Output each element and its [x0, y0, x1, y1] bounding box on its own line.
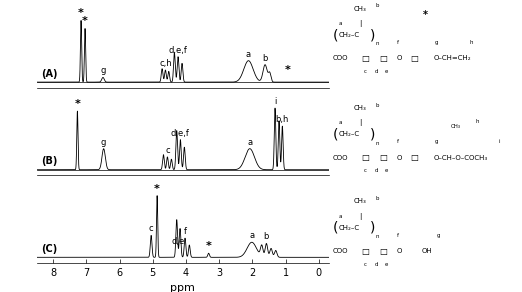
Text: □: □: [379, 54, 387, 63]
Text: ): ): [370, 28, 375, 42]
Text: d: d: [374, 168, 378, 173]
Text: CH₃: CH₃: [354, 105, 367, 111]
Text: c: c: [364, 262, 367, 267]
Text: h: h: [470, 40, 473, 45]
Text: *: *: [82, 16, 88, 27]
Text: i: i: [499, 139, 500, 144]
Text: a: a: [338, 120, 342, 125]
Text: O–CH–O–COCH₃: O–CH–O–COCH₃: [433, 155, 487, 161]
Text: O–CH=CH₂: O–CH=CH₂: [433, 55, 471, 61]
Text: *: *: [154, 184, 160, 194]
Text: d: d: [374, 262, 378, 267]
Text: b: b: [263, 54, 268, 62]
Text: (A): (A): [42, 69, 58, 79]
Text: CH₂–C: CH₂–C: [338, 131, 360, 137]
Text: □: □: [410, 54, 418, 63]
Text: a: a: [338, 21, 342, 26]
Text: □: □: [410, 153, 418, 162]
Text: CH₃: CH₃: [450, 124, 460, 129]
Text: *: *: [206, 241, 211, 251]
Text: f: f: [397, 40, 398, 45]
Text: d,e,f: d,e,f: [169, 46, 187, 55]
Text: (: (: [333, 127, 338, 141]
Text: e: e: [385, 262, 388, 267]
Text: f: f: [397, 139, 398, 144]
Text: i: i: [274, 97, 276, 106]
Text: n: n: [375, 41, 379, 46]
Text: O: O: [397, 248, 402, 254]
Text: □: □: [362, 153, 370, 162]
Text: c,h: c,h: [159, 59, 172, 68]
Text: *: *: [75, 99, 80, 109]
Text: CH₃: CH₃: [354, 199, 367, 204]
Text: □: □: [379, 247, 387, 256]
Text: g: g: [100, 66, 105, 75]
Text: f: f: [184, 227, 186, 236]
Text: a: a: [246, 50, 251, 59]
Text: c: c: [364, 69, 367, 74]
Text: (: (: [333, 28, 338, 42]
Text: □: □: [379, 153, 387, 162]
Text: d: d: [374, 69, 378, 74]
Text: n: n: [375, 234, 379, 239]
Text: c: c: [149, 224, 153, 233]
Text: *: *: [284, 65, 290, 75]
Text: CH₂–C: CH₂–C: [338, 225, 360, 231]
Text: O: O: [397, 55, 402, 61]
Text: e: e: [385, 69, 388, 74]
Text: a: a: [249, 231, 254, 240]
Text: O: O: [397, 155, 402, 161]
Text: g: g: [101, 138, 106, 147]
Text: COO: COO: [333, 155, 348, 161]
Text: ): ): [370, 127, 375, 141]
Text: |: |: [360, 119, 362, 126]
Text: g: g: [435, 40, 438, 45]
Text: b: b: [375, 3, 379, 8]
Text: d,e: d,e: [172, 237, 185, 246]
Text: COO: COO: [333, 248, 348, 254]
Text: |: |: [360, 20, 362, 27]
Text: c: c: [165, 146, 170, 155]
Text: c: c: [364, 168, 367, 173]
Text: g: g: [435, 139, 438, 144]
Text: *: *: [78, 8, 84, 18]
Text: e: e: [385, 168, 388, 173]
Text: COO: COO: [333, 55, 348, 61]
X-axis label: ppm: ppm: [170, 283, 195, 292]
Text: b: b: [264, 232, 269, 241]
Text: (C): (C): [42, 244, 58, 254]
Text: n: n: [375, 140, 379, 146]
Text: □: □: [362, 247, 370, 256]
Text: f: f: [397, 232, 398, 237]
Text: CH₃: CH₃: [354, 6, 367, 12]
Text: (B): (B): [42, 156, 58, 166]
Text: *: *: [423, 10, 428, 20]
Text: |: |: [360, 213, 362, 220]
Text: (: (: [333, 221, 338, 235]
Text: b,h: b,h: [276, 115, 289, 124]
Text: □: □: [362, 54, 370, 63]
Text: h: h: [476, 119, 479, 124]
Text: b: b: [375, 196, 379, 201]
Text: a: a: [247, 138, 252, 147]
Text: g: g: [437, 232, 441, 237]
Text: OH: OH: [422, 248, 432, 254]
Text: d,e,f: d,e,f: [171, 128, 190, 138]
Text: ): ): [370, 221, 375, 235]
Text: b: b: [375, 102, 379, 108]
Text: CH₂–C: CH₂–C: [338, 32, 360, 38]
Text: a: a: [338, 213, 342, 219]
